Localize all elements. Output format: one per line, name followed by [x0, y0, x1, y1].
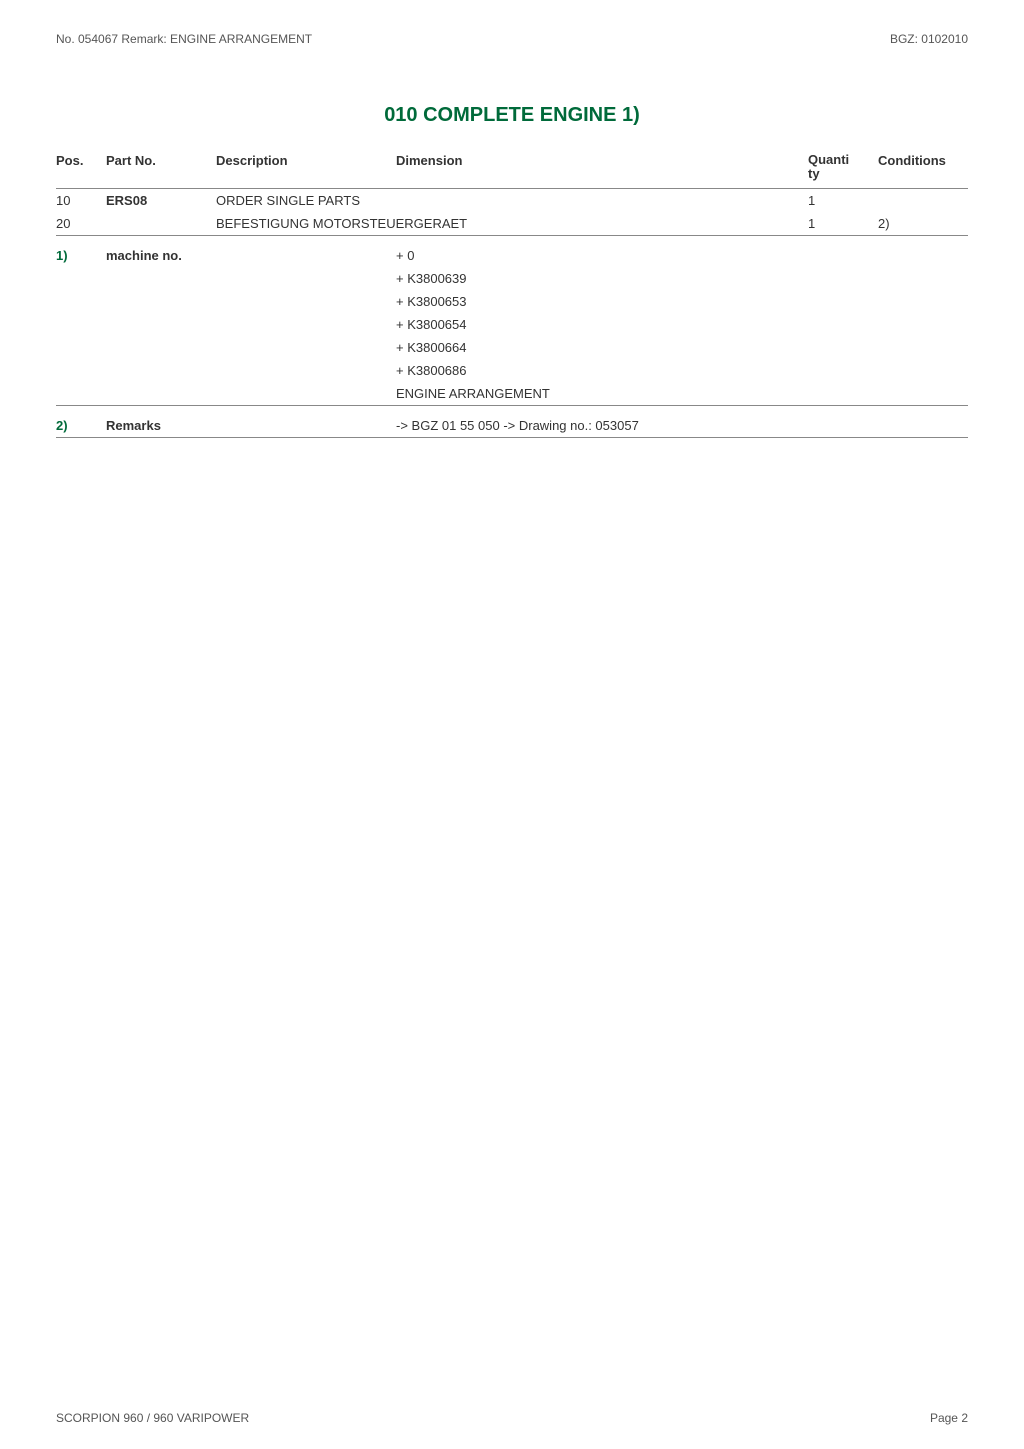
note-row: + K3800664 [56, 336, 968, 359]
note-row: + K3800653 [56, 290, 968, 313]
page-title: 010 COMPLETE ENGINE 1) [56, 104, 968, 127]
col-desc: Description [216, 149, 396, 188]
col-dim: Dimension [396, 149, 808, 188]
col-cond: Conditions [878, 149, 968, 188]
col-pos: Pos. [56, 149, 106, 188]
footer-right: Page 2 [930, 1411, 968, 1425]
header-left: No. 054067 Remark: ENGINE ARRANGEMENT [56, 32, 312, 46]
table-row: 20BEFESTIGUNG MOTORSTEUERGERAET12) [56, 212, 968, 236]
col-qty: Quantity [808, 149, 878, 188]
note-row: + K3800686 [56, 359, 968, 382]
footer-left: SCORPION 960 / 960 VARIPOWER [56, 1411, 249, 1425]
note-row: + K3800639 [56, 267, 968, 290]
header-right: BGZ: 0102010 [890, 32, 968, 46]
note-row: 1)machine no.+ 0 [56, 244, 968, 267]
col-part: Part No. [106, 149, 216, 188]
note-row: 2)Remarks-> BGZ 01 55 050 -> Drawing no.… [56, 414, 968, 438]
note-row: ENGINE ARRANGEMENT [56, 382, 968, 406]
parts-table: Pos. Part No. Description Dimension Quan… [56, 149, 968, 446]
note-row: + K3800654 [56, 313, 968, 336]
table-row: 10ERS08ORDER SINGLE PARTS1 [56, 188, 968, 212]
